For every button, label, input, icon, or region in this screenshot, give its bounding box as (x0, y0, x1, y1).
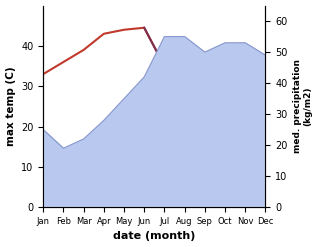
X-axis label: date (month): date (month) (113, 231, 196, 242)
Y-axis label: med. precipitation
(kg/m2): med. precipitation (kg/m2) (293, 59, 313, 153)
Y-axis label: max temp (C): max temp (C) (5, 66, 16, 146)
